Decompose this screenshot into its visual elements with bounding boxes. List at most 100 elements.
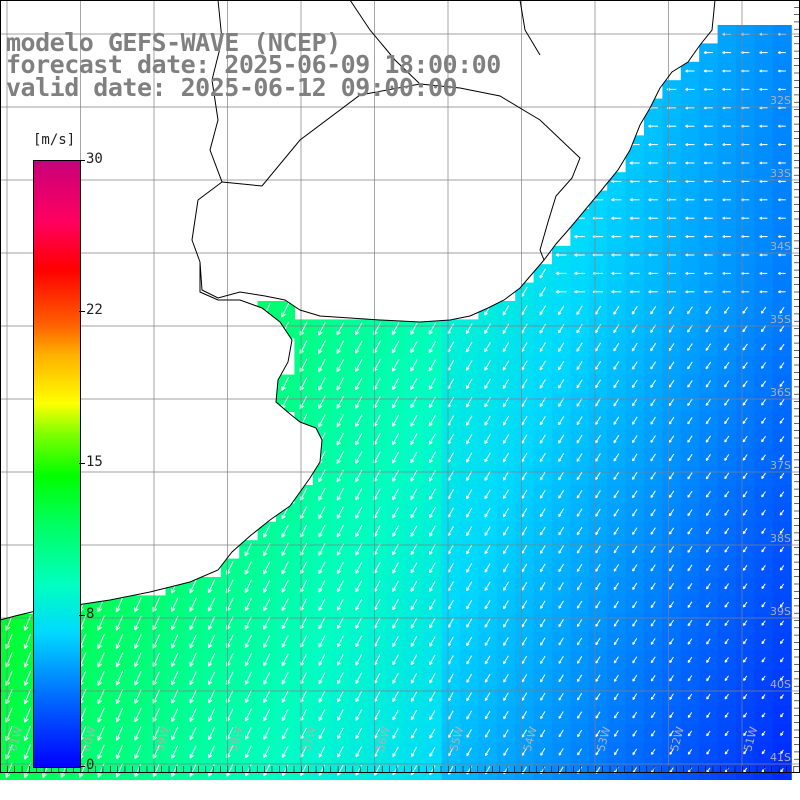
wind-arrow <box>761 712 766 718</box>
wind-arrow <box>631 379 638 389</box>
longitude-label: 58W <box>227 725 246 753</box>
wind-arrow <box>576 379 583 389</box>
wind-arrow <box>576 360 583 371</box>
wind-arrow <box>705 417 712 425</box>
longitude-label: 56W <box>374 725 393 753</box>
wind-arrow <box>521 655 528 665</box>
wind-arrow <box>355 709 363 721</box>
wind-arrow <box>595 674 601 682</box>
wind-arrow <box>207 616 216 630</box>
wind-arrow <box>207 597 216 612</box>
wind-arrow <box>484 323 491 335</box>
wind-arrow <box>428 451 436 464</box>
wind-arrow <box>576 637 583 646</box>
wind-arrow <box>466 747 472 757</box>
wind-arrow <box>502 378 510 389</box>
wind-arrow <box>23 707 32 723</box>
wind-arrow <box>685 290 695 294</box>
title-forecast-date: forecast date: 2025-06-09 18:00:00 <box>6 50 501 79</box>
wind-arrow <box>687 583 693 590</box>
wind-arrow <box>337 709 344 721</box>
wind-arrow <box>759 198 768 202</box>
wind-arrow <box>484 489 491 500</box>
wind-arrow <box>705 454 711 461</box>
wind-arrow <box>134 726 142 741</box>
wind-arrow <box>743 730 748 737</box>
wind-arrow <box>724 546 730 553</box>
wind-arrow <box>705 546 711 553</box>
wind-arrow <box>777 87 786 91</box>
wind-arrow <box>722 87 732 91</box>
wind-arrow <box>595 563 601 572</box>
wind-arrow <box>244 653 252 667</box>
wind-arrow <box>650 379 657 388</box>
wind-arrow <box>558 748 564 756</box>
wind-arrow <box>502 489 510 500</box>
longitude-label: 54W <box>521 725 540 753</box>
wind-arrow <box>521 637 528 646</box>
wind-arrow <box>613 434 620 444</box>
wind-arrow <box>629 290 640 294</box>
wind-arrow <box>724 657 729 663</box>
wind-arrow <box>724 343 730 351</box>
wind-arrow <box>263 653 271 667</box>
wind-arrow <box>650 675 656 682</box>
wind-arrow <box>650 490 656 499</box>
latitude-label: 37S <box>770 459 791 472</box>
wind-arrow <box>631 416 638 425</box>
wind-arrow <box>391 414 400 427</box>
latitude-label: 35S <box>770 313 791 326</box>
wind-arrow <box>724 435 730 443</box>
wind-arrow <box>484 710 491 720</box>
wind-arrow <box>484 470 491 481</box>
wind-arrow <box>502 452 510 463</box>
wind-arrow <box>576 434 583 444</box>
wind-arrow <box>245 745 252 759</box>
wind-arrow <box>742 343 748 351</box>
wind-arrow <box>318 709 326 721</box>
wind-arrow <box>281 745 289 758</box>
longitude-label: 60W <box>80 725 99 753</box>
wind-arrow <box>629 234 640 239</box>
wind-arrow <box>687 509 693 517</box>
wind-arrow <box>650 656 656 664</box>
wind-arrow <box>779 306 785 314</box>
wind-arrow <box>685 124 695 128</box>
wind-arrow <box>650 748 656 755</box>
wind-arrow <box>410 746 418 758</box>
wind-arrow <box>687 380 693 388</box>
wind-arrow <box>355 727 363 740</box>
wind-arrow <box>614 748 619 756</box>
wind-arrow <box>281 376 290 391</box>
wind-arrow <box>392 525 400 537</box>
wind-arrow <box>336 524 344 538</box>
wind-arrow <box>687 546 693 553</box>
wind-arrow <box>337 746 344 758</box>
wind-arrow <box>777 161 786 165</box>
wind-arrow <box>336 543 344 556</box>
wind-arrow <box>465 341 473 353</box>
wind-arrow <box>759 290 768 294</box>
wind-arrow <box>669 582 675 590</box>
wind-arrow <box>97 726 105 741</box>
wind-arrow <box>410 525 418 537</box>
wind-arrow <box>392 691 399 703</box>
wind-arrow <box>576 526 583 536</box>
wind-arrow <box>79 762 87 778</box>
wind-arrow <box>613 471 620 480</box>
wind-arrow <box>115 689 124 705</box>
wind-arrow <box>428 359 437 372</box>
wind-arrow <box>429 580 436 592</box>
wind-arrow <box>669 601 675 609</box>
wind-arrow <box>779 454 785 461</box>
wind-arrow <box>410 580 418 592</box>
wind-arrow <box>244 690 252 704</box>
wind-arrow <box>595 471 601 481</box>
wind-arrows <box>5 32 786 778</box>
wind-arrow <box>574 234 585 239</box>
wind-arrow <box>761 675 766 681</box>
wind-arrow <box>115 652 124 668</box>
wind-arrow <box>777 198 786 202</box>
wind-arrow <box>466 581 473 592</box>
wind-arrow <box>558 360 565 371</box>
